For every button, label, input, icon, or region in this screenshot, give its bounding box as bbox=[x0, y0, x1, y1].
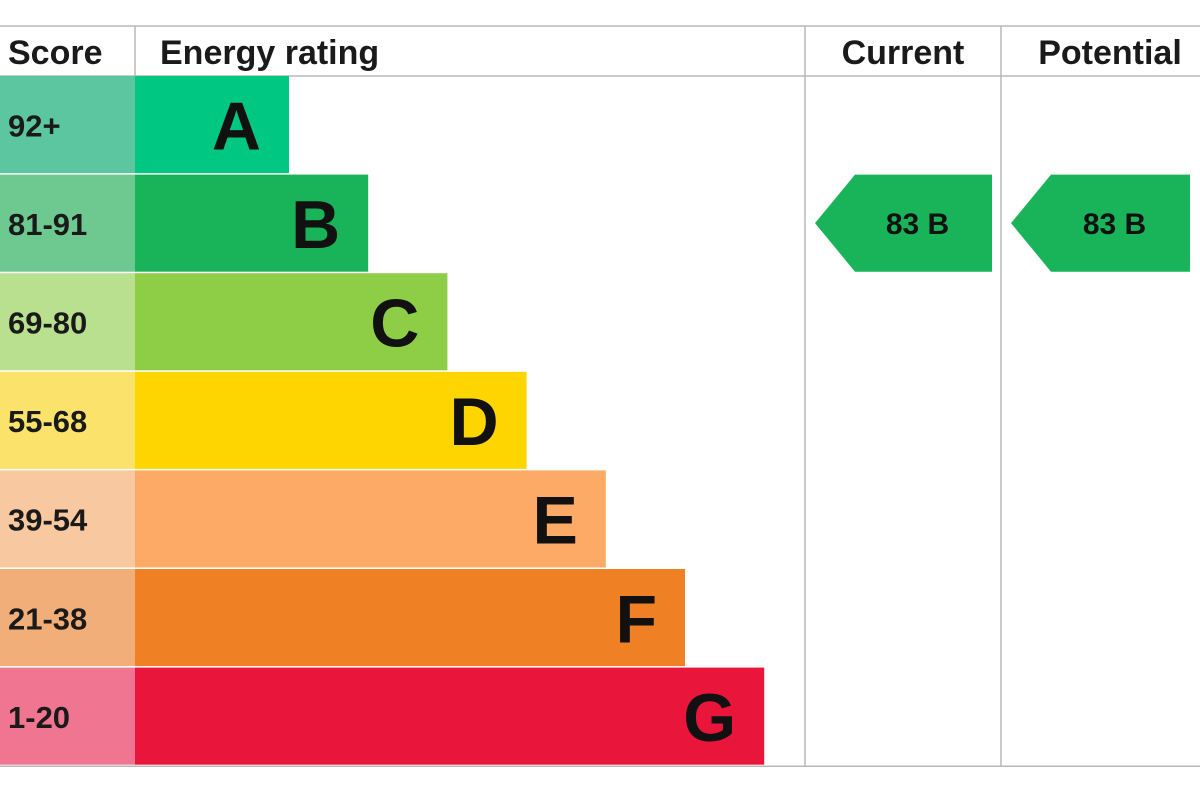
band-letter: C bbox=[370, 286, 419, 362]
score-range-label: 21-38 bbox=[8, 601, 87, 636]
band-c: 69-80 C bbox=[0, 273, 448, 371]
score-range-label: 39-54 bbox=[8, 503, 88, 538]
band-letter: D bbox=[449, 384, 498, 460]
potential-rating-arrow: 83 B bbox=[1011, 174, 1190, 272]
score-range-label: 1-20 bbox=[8, 700, 70, 735]
band-bar bbox=[135, 667, 765, 765]
score-range-label: 81-91 bbox=[8, 207, 87, 242]
band-bar bbox=[135, 371, 527, 469]
band-letter: B bbox=[291, 187, 340, 263]
band-letter: A bbox=[212, 88, 261, 164]
band-letter: G bbox=[683, 680, 736, 756]
header-current: Current bbox=[842, 34, 965, 72]
band-bar bbox=[135, 569, 685, 667]
band-d: 55-68 D bbox=[0, 371, 527, 469]
column-headers: Score Energy rating Current Potential bbox=[8, 34, 1182, 72]
band-letter: F bbox=[615, 581, 657, 657]
header-score: Score bbox=[8, 34, 103, 72]
score-range-label: 92+ bbox=[8, 108, 61, 143]
band-g: 1-20 G bbox=[0, 667, 765, 765]
band-e: 39-54 E bbox=[0, 470, 606, 568]
score-cell bbox=[0, 174, 135, 272]
header-energy-rating: Energy rating bbox=[160, 34, 379, 72]
band-bar bbox=[135, 76, 289, 174]
score-cell bbox=[0, 470, 135, 568]
rating-indicators: 83 B 83 B bbox=[815, 174, 1190, 272]
score-cell bbox=[0, 569, 135, 667]
score-range-label: 69-80 bbox=[8, 306, 87, 341]
current-rating-arrow-shape bbox=[815, 174, 992, 272]
band-bar bbox=[135, 273, 448, 371]
score-cell bbox=[0, 76, 135, 174]
band-bar bbox=[135, 470, 606, 568]
band-bar bbox=[135, 174, 369, 272]
band-f: 21-38 F bbox=[0, 569, 685, 667]
score-cell bbox=[0, 371, 135, 469]
potential-rating-arrow-label: 83 B bbox=[1083, 208, 1146, 241]
score-cell bbox=[0, 667, 135, 765]
header-potential: Potential bbox=[1038, 34, 1182, 72]
band-letter: E bbox=[532, 483, 577, 559]
band-a: 92+ A bbox=[0, 76, 289, 174]
score-range-label: 55-68 bbox=[8, 404, 87, 439]
current-rating-arrow: 83 B bbox=[815, 174, 992, 272]
current-rating-arrow-label: 83 B bbox=[886, 208, 949, 241]
band-b: 81-91 B bbox=[0, 174, 369, 272]
potential-rating-arrow-shape bbox=[1011, 174, 1190, 272]
score-cell bbox=[0, 273, 135, 371]
rating-bands: 92+ A 81-91 B 69-80 C 55-68 D 39-54 E 21-38 F 1-20 G bbox=[0, 76, 765, 765]
